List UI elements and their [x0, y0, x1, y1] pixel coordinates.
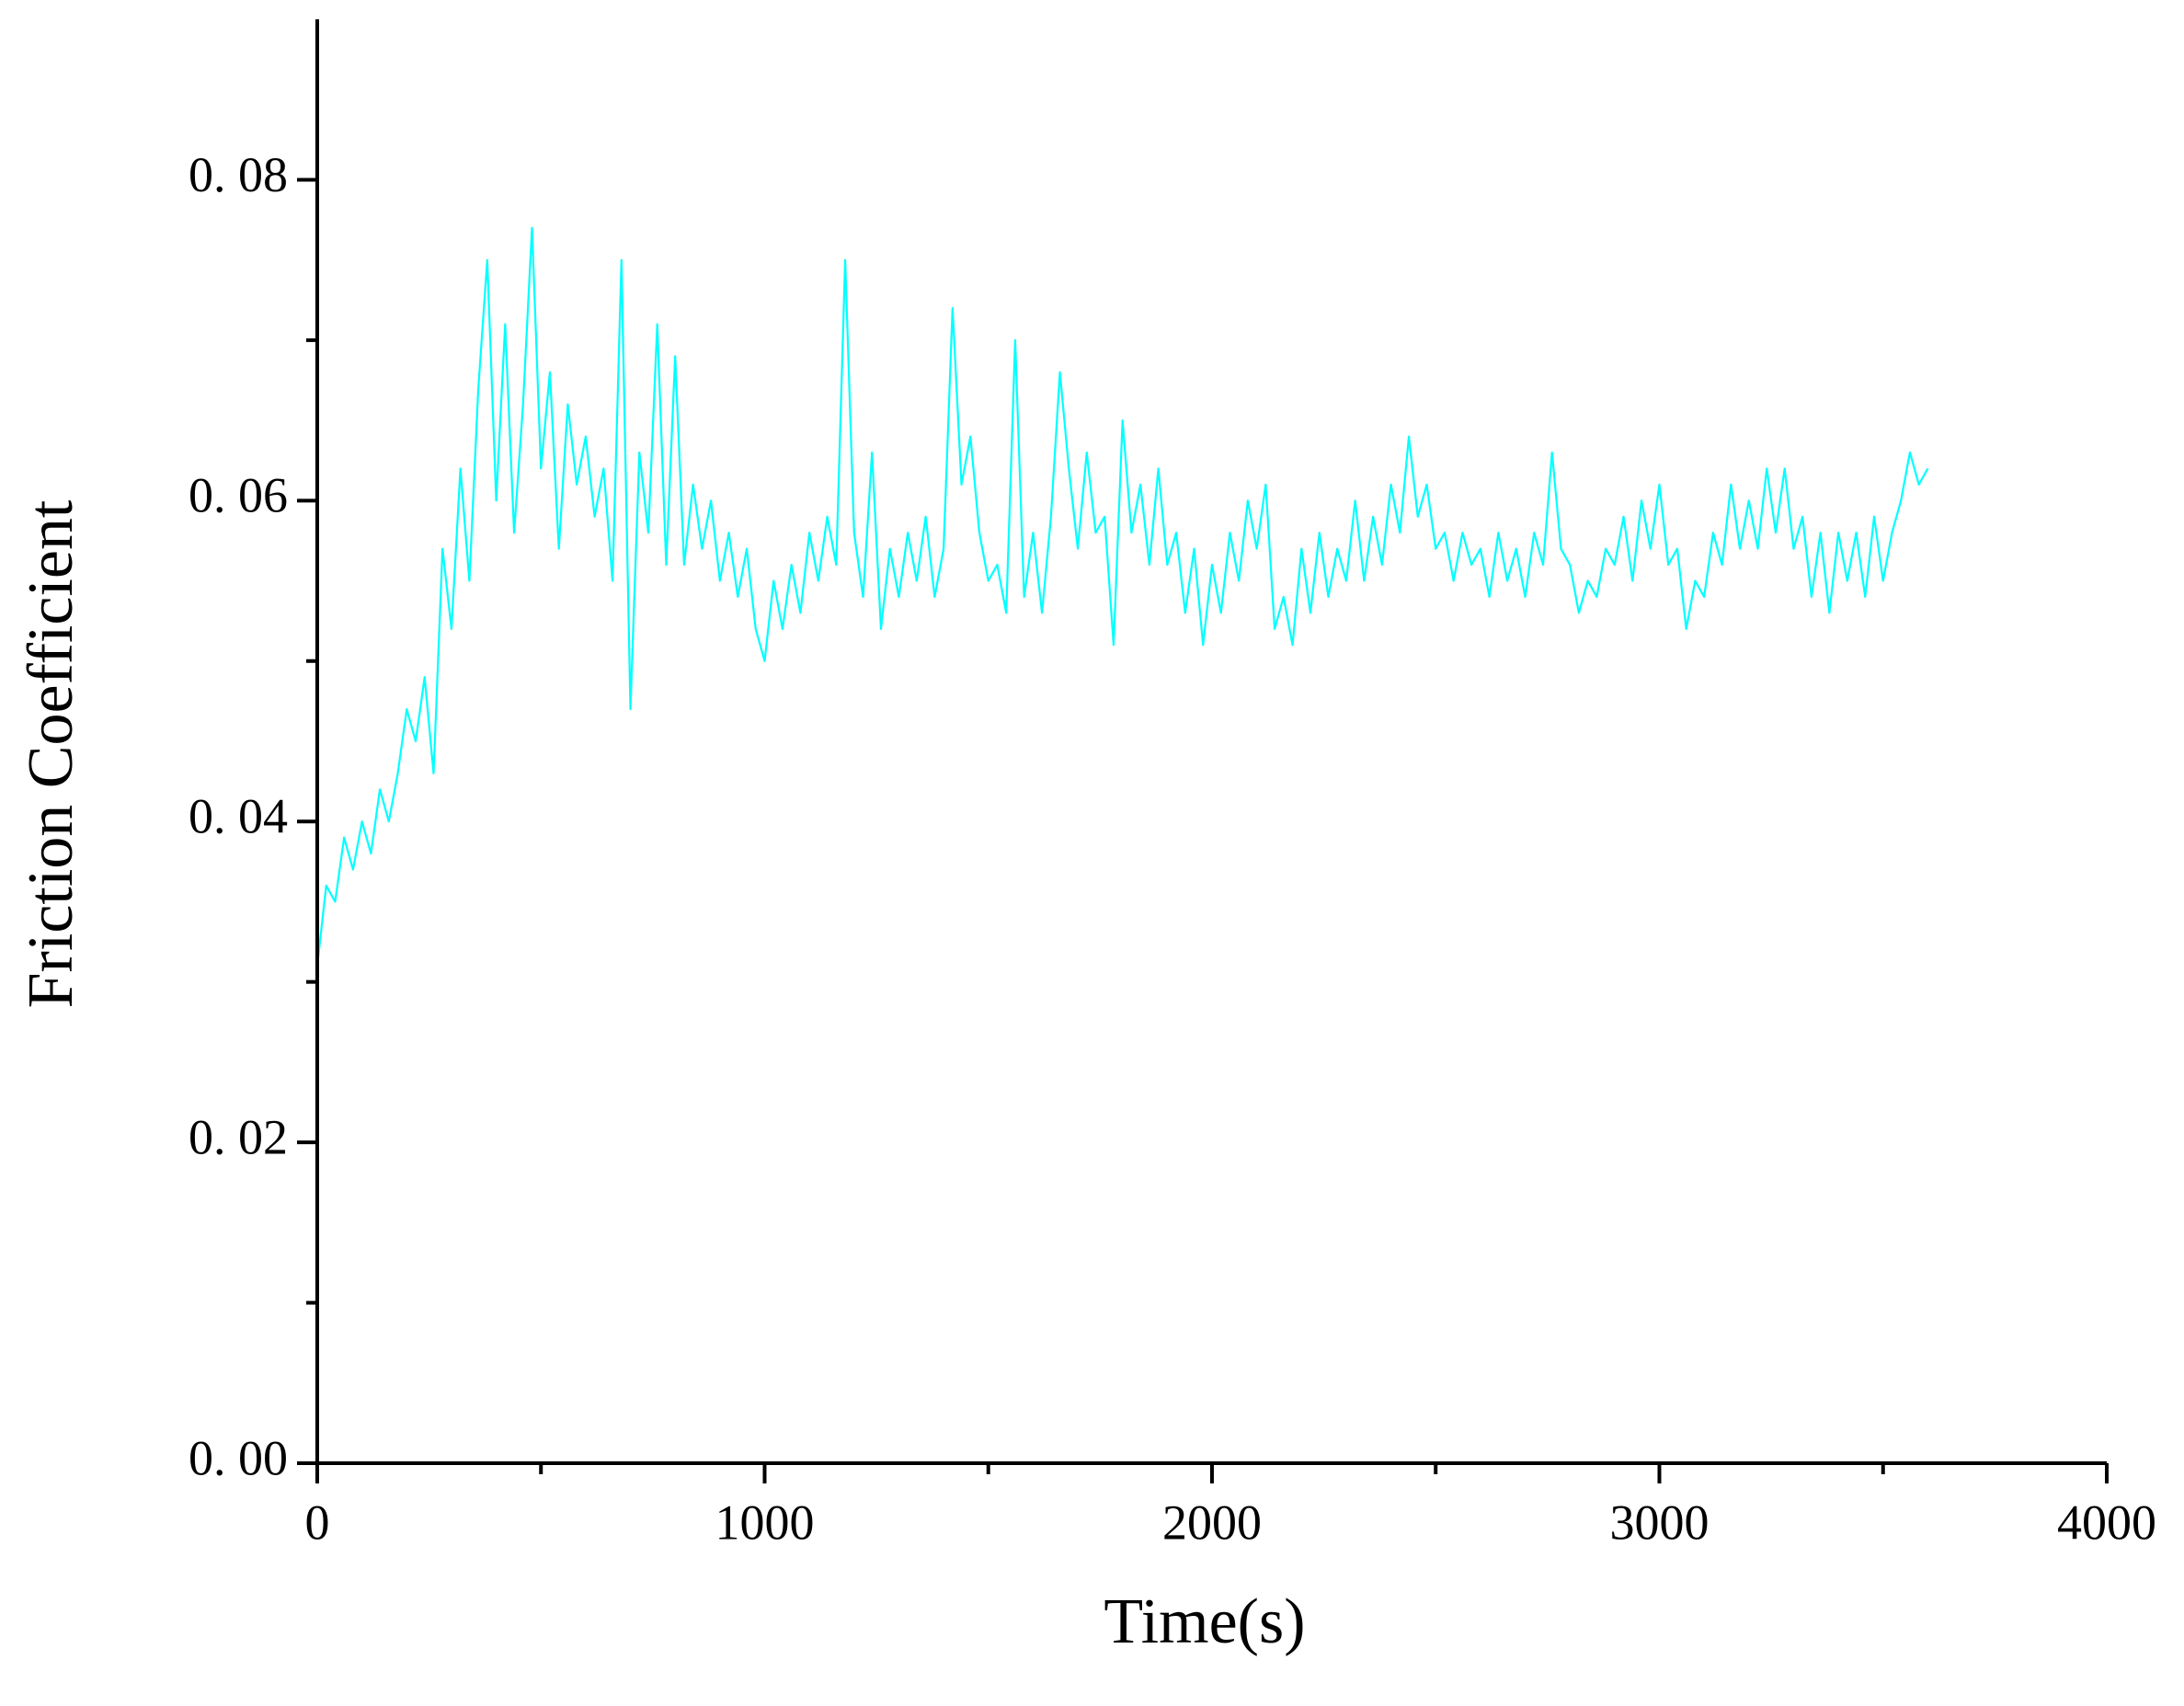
x-tick-label: 2000: [1162, 1494, 1262, 1550]
x-tick-label: 4000: [2057, 1494, 2156, 1550]
data-line: [315, 226, 1929, 967]
y-tick-label: 0. 00: [189, 1430, 288, 1485]
x-tick-label: 0: [305, 1494, 330, 1550]
x-axis-title: Time(s): [1103, 1586, 1305, 1657]
x-tick-label: 1000: [715, 1494, 815, 1550]
y-tick-label: 0. 08: [189, 147, 288, 202]
y-tick-label: 0. 04: [189, 789, 288, 844]
x-tick-label: 3000: [1610, 1494, 1709, 1550]
y-axis-title: Friction Coefficient: [16, 499, 86, 1008]
y-tick-label: 0. 06: [189, 468, 288, 523]
y-tick-label: 0. 02: [189, 1110, 288, 1165]
